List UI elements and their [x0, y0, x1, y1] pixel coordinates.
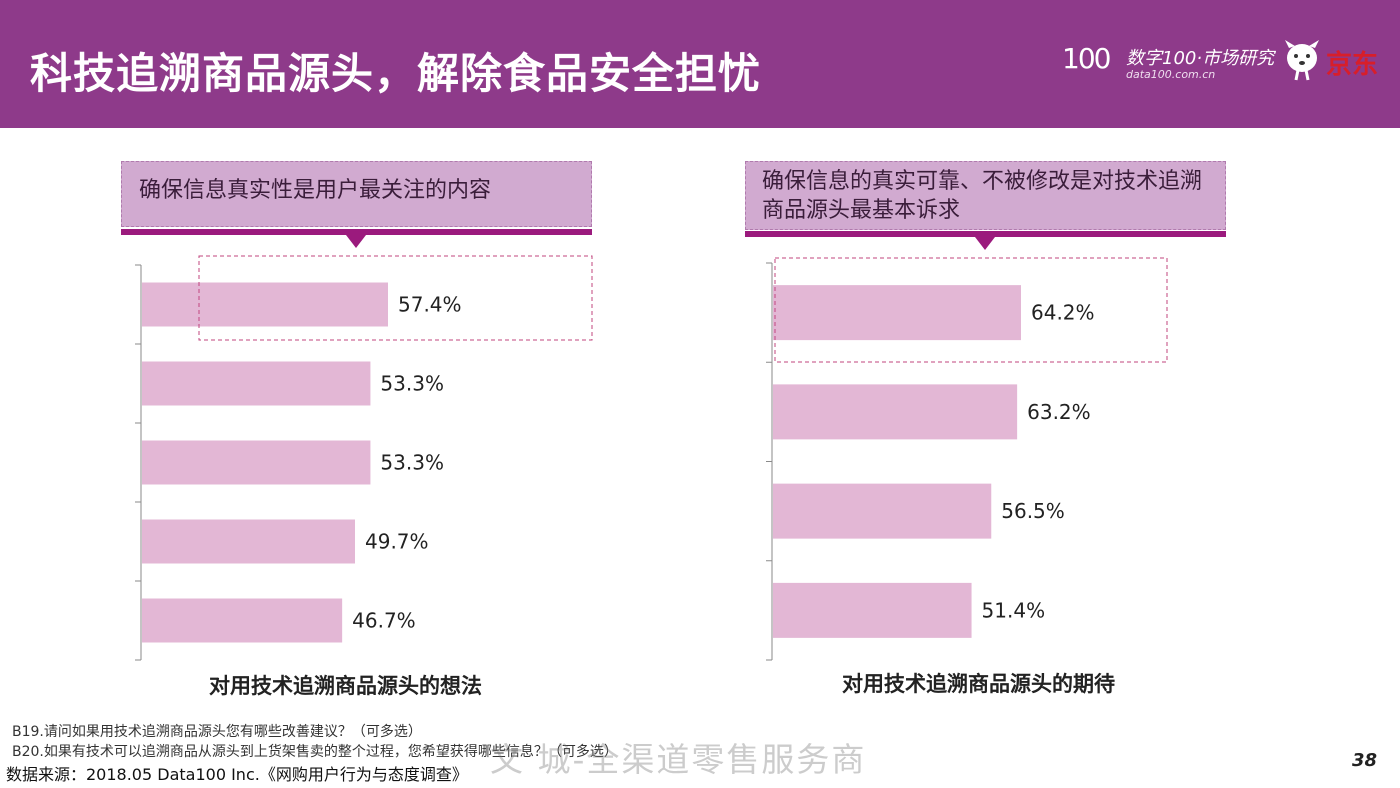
left-highlight-box [198, 255, 593, 341]
brand-name: 数字100·市场研究 [1126, 48, 1275, 69]
right-chart-caption: 对用技术追溯商品源头的期待 [842, 672, 1115, 696]
page-title: 科技追溯商品源头，解除食品安全担忧 [30, 49, 762, 98]
right-data-label: 51.4% [982, 598, 1046, 622]
right-bar [773, 384, 1018, 440]
left-callout-text: 确保信息真实性是用户最关注的内容 [139, 178, 492, 203]
partner-name: 京东 [1326, 50, 1379, 80]
left-callout-arrow [346, 235, 366, 248]
header-banner: 科技追溯商品源头，解除食品安全担忧 100 数字100·市场研究 data100… [0, 0, 1400, 128]
right-callout-rule [745, 231, 1226, 237]
left-data-label: 49.7% [365, 530, 429, 554]
right-data-label: 63.2% [1027, 400, 1091, 424]
left-data-label: 53.3% [380, 451, 444, 475]
right-bar [773, 285, 1021, 341]
left-bar [142, 282, 388, 327]
right-callout-arrow [975, 237, 995, 250]
question-note-b20: B20.如果有技术可以追溯商品从源头到上货架售卖的整个过程，您希望获得哪些信息？… [12, 744, 618, 760]
data100-logo: 100 数字100·市场研究 data100.com.cn [1062, 40, 1275, 84]
left-bar [142, 519, 355, 564]
data-source: 数据来源：2018.05 Data100 Inc.《网购用户行为与态度调查》 [6, 765, 468, 784]
left-bar [142, 361, 371, 406]
jd-logo: 京东 [1282, 38, 1390, 82]
right-bar [773, 483, 992, 539]
right-callout-box [745, 161, 1226, 230]
left-data-label: 57.4% [398, 293, 462, 317]
right-bar [773, 582, 972, 638]
left-callout-rule [121, 229, 592, 235]
left-bar [142, 440, 371, 485]
brand-url: data100.com.cn [1126, 68, 1216, 81]
watermark: 文 城-全渠道零售服务商 [490, 740, 867, 779]
left-bar [142, 598, 343, 643]
right-highlight-box [774, 257, 1168, 363]
right-data-label: 64.2% [1031, 301, 1095, 325]
question-note-b19: B19.请问如果用技术追溯商品源头您有哪些改善建议？（可多选） [12, 724, 422, 740]
right-data-label: 56.5% [1001, 499, 1065, 523]
jd-dog-icon [1285, 40, 1319, 81]
right-callout-text: 确保信息的真实可靠、不被修改是对技术追溯商品源头最基本诉求 [762, 169, 1203, 223]
left-data-label: 46.7% [352, 609, 416, 633]
page-number: 38 [1352, 750, 1378, 771]
left-callout-box [121, 161, 592, 227]
left-chart-caption: 对用技术追溯商品源头的想法 [209, 674, 482, 698]
brand-mark: 100 [1062, 42, 1111, 75]
left-data-label: 53.3% [380, 372, 444, 396]
